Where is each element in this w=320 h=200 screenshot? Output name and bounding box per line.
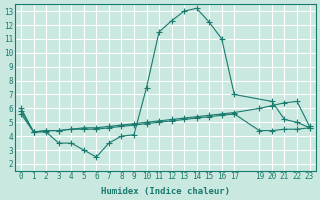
X-axis label: Humidex (Indice chaleur): Humidex (Indice chaleur) <box>101 187 230 196</box>
